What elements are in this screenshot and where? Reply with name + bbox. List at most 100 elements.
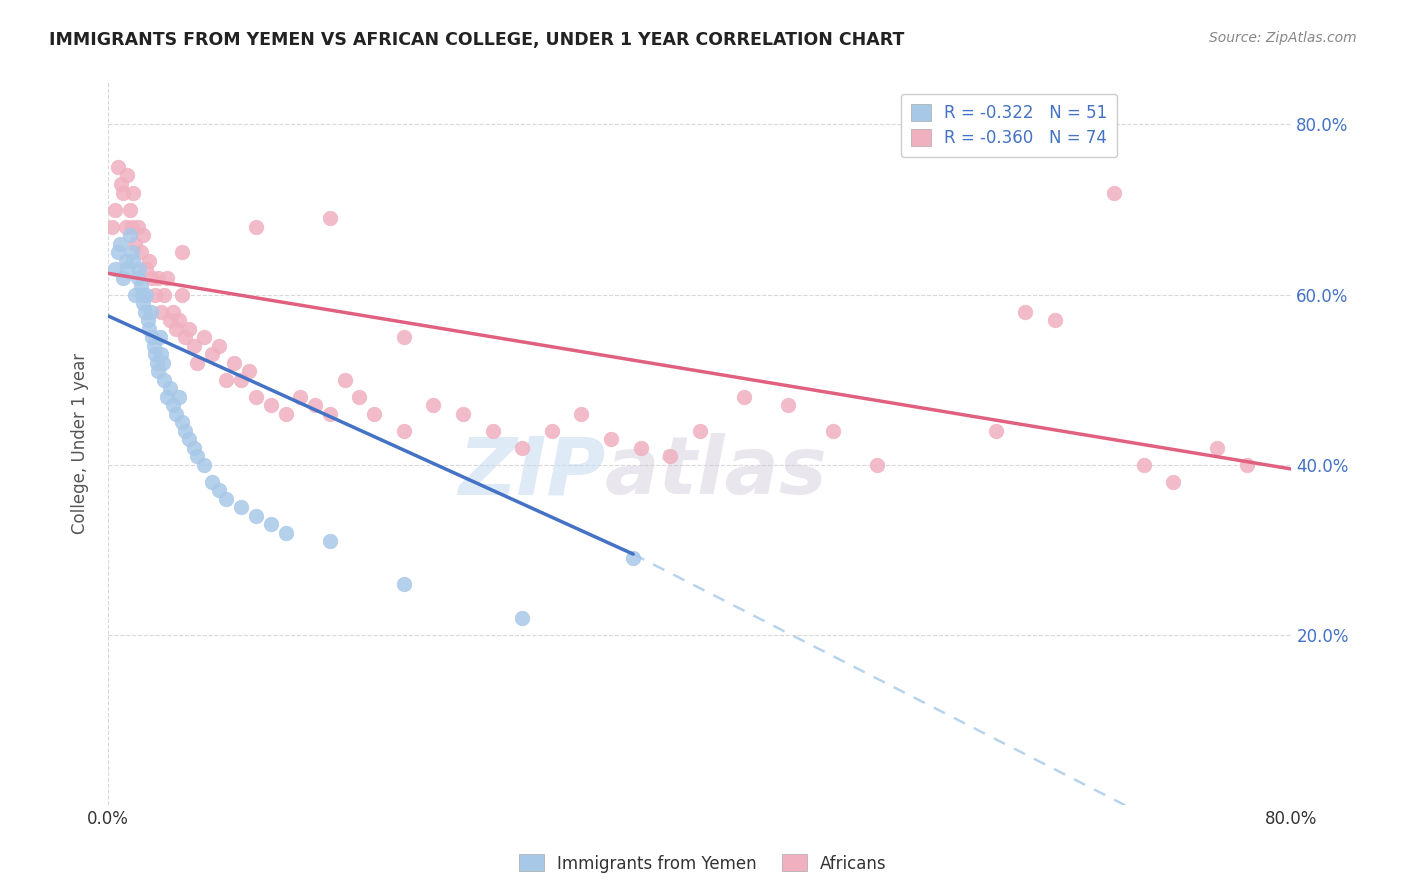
Point bbox=[392, 330, 415, 344]
Point bbox=[304, 398, 326, 412]
Point bbox=[174, 424, 197, 438]
Point bbox=[152, 356, 174, 370]
Point bbox=[621, 551, 644, 566]
Point bbox=[110, 177, 132, 191]
Text: ZIP: ZIP bbox=[458, 434, 605, 511]
Point bbox=[104, 202, 127, 217]
Point bbox=[984, 424, 1007, 438]
Point bbox=[148, 270, 170, 285]
Point bbox=[1132, 458, 1154, 472]
Text: atlas: atlas bbox=[605, 434, 828, 511]
Point bbox=[153, 373, 176, 387]
Point bbox=[141, 330, 163, 344]
Point bbox=[142, 338, 165, 352]
Point bbox=[111, 186, 134, 200]
Point bbox=[392, 424, 415, 438]
Point bbox=[104, 262, 127, 277]
Point bbox=[245, 219, 267, 234]
Point bbox=[319, 534, 342, 549]
Point bbox=[149, 330, 172, 344]
Point bbox=[128, 262, 150, 277]
Point bbox=[165, 321, 187, 335]
Point bbox=[156, 270, 179, 285]
Point bbox=[156, 390, 179, 404]
Point bbox=[260, 398, 283, 412]
Text: IMMIGRANTS FROM YEMEN VS AFRICAN COLLEGE, UNDER 1 YEAR CORRELATION CHART: IMMIGRANTS FROM YEMEN VS AFRICAN COLLEGE… bbox=[49, 31, 904, 49]
Point bbox=[132, 228, 155, 243]
Point bbox=[1014, 304, 1036, 318]
Point bbox=[153, 287, 176, 301]
Point bbox=[135, 262, 157, 277]
Point bbox=[129, 245, 152, 260]
Point bbox=[124, 236, 146, 251]
Point bbox=[319, 407, 342, 421]
Point bbox=[215, 491, 238, 506]
Point bbox=[141, 270, 163, 285]
Text: Source: ZipAtlas.com: Source: ZipAtlas.com bbox=[1209, 31, 1357, 45]
Point bbox=[138, 321, 160, 335]
Point bbox=[1161, 475, 1184, 489]
Point bbox=[866, 458, 889, 472]
Point bbox=[121, 245, 143, 260]
Point bbox=[139, 304, 162, 318]
Legend: R = -0.322   N = 51, R = -0.360   N = 74: R = -0.322 N = 51, R = -0.360 N = 74 bbox=[901, 94, 1118, 157]
Point bbox=[319, 211, 342, 225]
Point bbox=[135, 287, 157, 301]
Point bbox=[245, 508, 267, 523]
Point bbox=[260, 517, 283, 532]
Point bbox=[600, 432, 623, 446]
Point bbox=[162, 304, 184, 318]
Point bbox=[150, 304, 173, 318]
Point bbox=[200, 475, 222, 489]
Point bbox=[208, 338, 231, 352]
Point bbox=[179, 321, 201, 335]
Point bbox=[179, 432, 201, 446]
Point bbox=[108, 236, 131, 251]
Y-axis label: College, Under 1 year: College, Under 1 year bbox=[72, 353, 89, 534]
Point bbox=[170, 245, 193, 260]
Point bbox=[193, 330, 215, 344]
Point bbox=[215, 373, 238, 387]
Point bbox=[159, 313, 181, 327]
Point bbox=[274, 407, 297, 421]
Point bbox=[170, 415, 193, 429]
Point bbox=[333, 373, 356, 387]
Point bbox=[186, 449, 208, 463]
Point bbox=[138, 253, 160, 268]
Point bbox=[1206, 441, 1229, 455]
Point bbox=[821, 424, 844, 438]
Point bbox=[689, 424, 711, 438]
Point bbox=[290, 390, 312, 404]
Point bbox=[165, 407, 187, 421]
Point bbox=[1236, 458, 1258, 472]
Point bbox=[131, 287, 153, 301]
Point bbox=[115, 169, 138, 183]
Point bbox=[120, 228, 142, 243]
Point bbox=[1102, 186, 1125, 200]
Point bbox=[122, 253, 145, 268]
Point bbox=[245, 390, 267, 404]
Point bbox=[659, 449, 682, 463]
Point bbox=[132, 296, 155, 310]
Point bbox=[148, 364, 170, 378]
Point bbox=[778, 398, 800, 412]
Point bbox=[159, 381, 181, 395]
Point bbox=[540, 424, 562, 438]
Point bbox=[143, 287, 166, 301]
Point bbox=[231, 373, 253, 387]
Point bbox=[363, 407, 385, 421]
Point bbox=[121, 219, 143, 234]
Point bbox=[510, 441, 533, 455]
Point bbox=[222, 356, 245, 370]
Point bbox=[183, 338, 205, 352]
Point bbox=[107, 160, 129, 174]
Point bbox=[733, 390, 755, 404]
Point bbox=[183, 441, 205, 455]
Point bbox=[392, 577, 415, 591]
Point bbox=[274, 525, 297, 540]
Point bbox=[120, 202, 142, 217]
Point bbox=[422, 398, 444, 412]
Point bbox=[186, 356, 208, 370]
Point bbox=[238, 364, 260, 378]
Point bbox=[143, 347, 166, 361]
